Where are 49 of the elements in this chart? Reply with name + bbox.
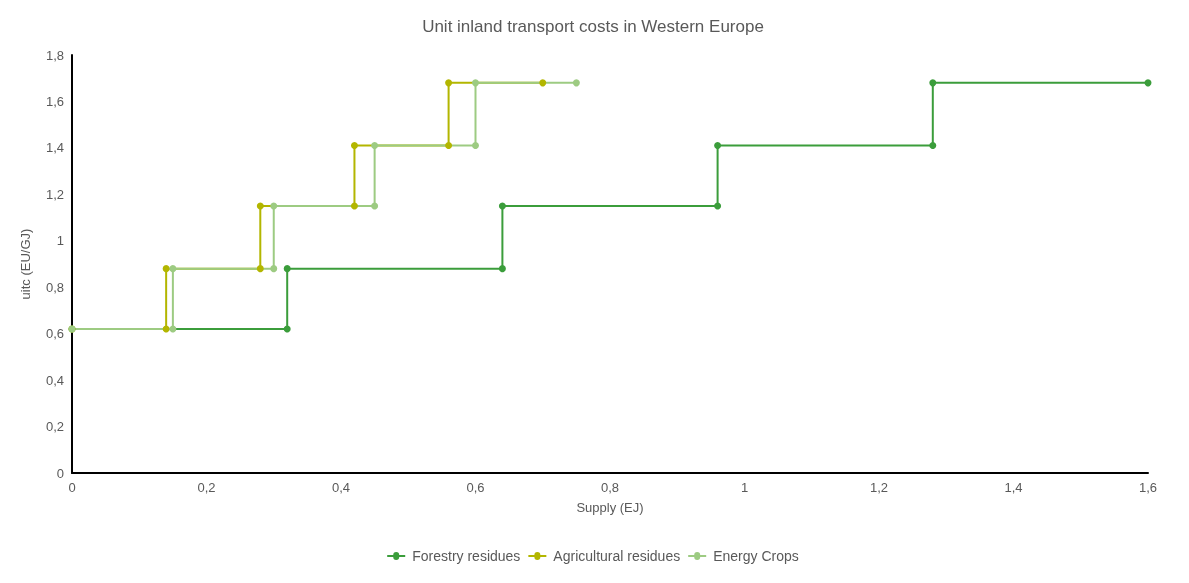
point	[445, 142, 453, 150]
point	[283, 325, 291, 333]
legend-label: Forestry residues	[412, 548, 521, 564]
point	[472, 142, 479, 150]
point	[162, 265, 170, 273]
point	[256, 202, 264, 210]
y-tick-label: 1,2	[45, 186, 64, 202]
point	[498, 202, 506, 210]
y-tick-label: 1,6	[45, 93, 64, 109]
y-tick-label: 1,8	[45, 47, 64, 63]
point	[371, 142, 379, 150]
x-tick-label: 0,8	[600, 480, 620, 495]
y-tick-label: 0	[56, 465, 64, 481]
point	[270, 202, 278, 210]
x-tick-label: 1	[740, 480, 749, 495]
y-tick-label: 0,2	[45, 419, 64, 435]
point	[283, 265, 291, 273]
y-tick-label: 1	[56, 233, 64, 249]
y-axis-title: uitc (EU/GJ)	[18, 228, 33, 300]
x-tick-label: 1,2	[869, 480, 889, 495]
legend-label: Agricultural residues	[553, 548, 681, 564]
x-tick-label: 0,4	[331, 480, 351, 495]
x-tick-label: 0	[68, 480, 76, 495]
point	[350, 142, 358, 150]
point	[350, 202, 358, 210]
point	[572, 79, 580, 87]
point	[714, 142, 722, 150]
point	[539, 79, 547, 87]
x-tick-label: 0,6	[466, 480, 485, 495]
y-tick-label: 0,4	[45, 372, 64, 388]
y-tick-label: 0,8	[45, 279, 64, 295]
point	[371, 202, 379, 210]
point	[929, 142, 937, 150]
y-tick-label: 1,4	[45, 140, 64, 156]
point	[169, 265, 177, 273]
x-tick-label: 1,4	[1004, 480, 1023, 495]
point	[256, 265, 264, 273]
point	[929, 79, 937, 87]
y-tick-label: 0,6	[45, 326, 64, 342]
legend-label: Energy Crops	[713, 548, 799, 564]
point	[498, 265, 506, 273]
point	[714, 202, 722, 210]
point	[270, 265, 278, 273]
x-tick-label: 0,2	[197, 480, 216, 495]
point	[445, 79, 453, 87]
x-tick-label: 1,6	[1138, 480, 1158, 495]
point	[472, 79, 479, 87]
x-axis-title: Supply (EJ)	[576, 500, 644, 515]
chart-title: Unit inland transport costs in Western Europe	[422, 17, 764, 36]
